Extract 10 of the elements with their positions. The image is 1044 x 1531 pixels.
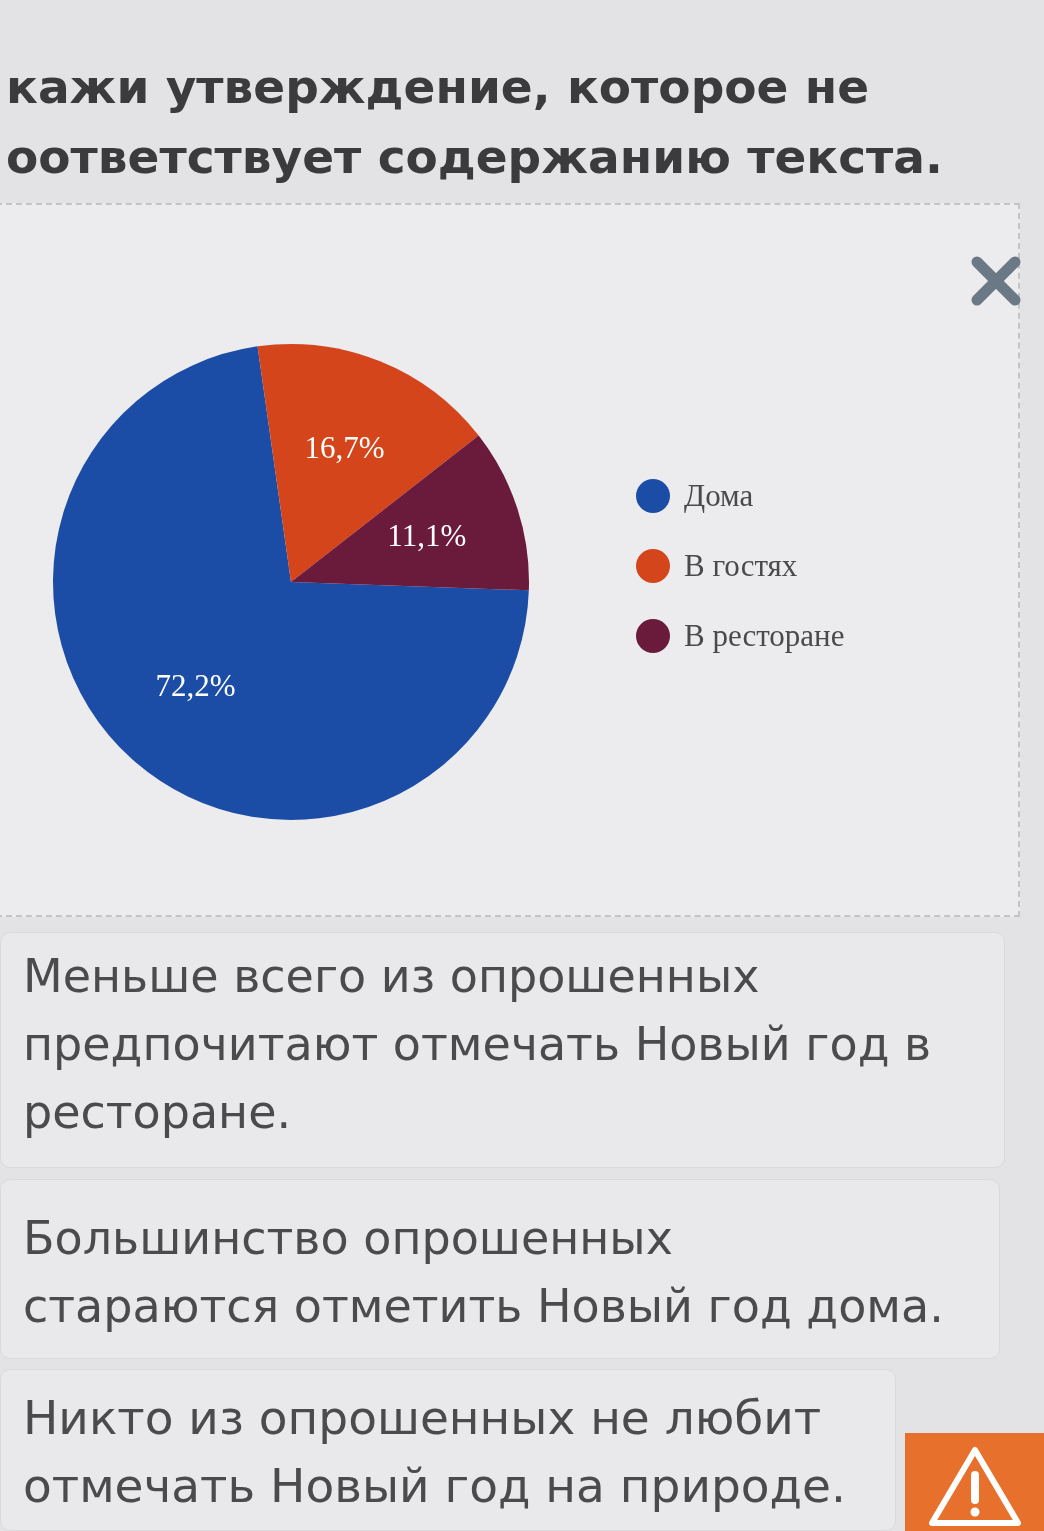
data-label: 72,2% [155,668,236,704]
data-label: 11,1% [387,518,467,554]
answer-card[interactable]: Меньше всего из опрошенных предпочитают отмечать Новый год в ресторане. [0,932,1005,1168]
data-label: 16,7% [304,429,385,465]
answer-card[interactable]: Большинство опрошенных стараются отметить Новый год дома. [0,1179,1000,1359]
legend-label: В гостях [684,548,798,584]
chart-title: кажи утверждение, которое не оответствует содержанию текста. [6,58,944,186]
answer-card[interactable]: Никто из опрошенных не любит отмечать Новый год на природе. [0,1369,896,1531]
legend-label: Дома [684,478,754,514]
legend-label: В ресторане [684,618,845,654]
